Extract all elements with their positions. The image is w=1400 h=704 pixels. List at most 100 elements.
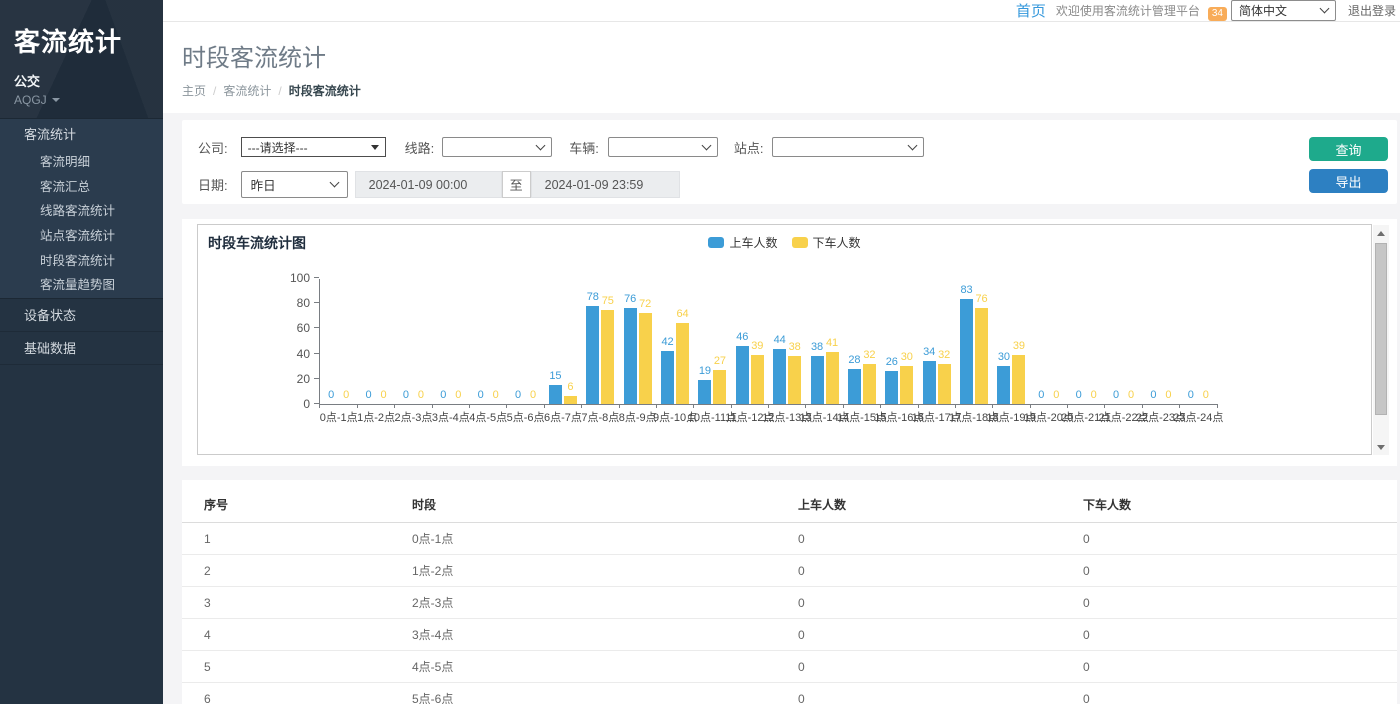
bar-下车人数: 0 [489,279,502,404]
bar-value-label: 41 [825,337,839,350]
bar-下车人数: 30 [900,279,914,404]
caret-down-icon [370,144,379,150]
sidebar-subitem-站点客流统计[interactable]: 站点客流统计 [40,229,116,244]
bar-下车人数: 27 [713,279,727,404]
bar-value-label: 0 [440,389,447,401]
breadcrumb-home[interactable]: 主页 [182,84,207,98]
bar-value-label: 42 [661,336,674,349]
date-preset-select[interactable]: 昨日 [240,171,348,198]
bar-value-label: 0 [492,389,499,401]
scrollbar-thumb[interactable] [1375,243,1387,415]
home-link[interactable]: 首页 [1015,3,1046,20]
sidebar-subitem-客流汇总[interactable]: 客流汇总 [40,179,91,194]
company-value: ---请选择--- [247,140,308,155]
account-dropdown[interactable]: AQGJ [14,93,149,107]
bar-pair: 46 39 [735,279,764,404]
table-row[interactable]: 2 1点-2点 0 0 [182,554,1397,587]
station-select[interactable] [771,137,924,157]
chevron-down-icon [535,140,546,150]
table-cell: 6 [182,682,412,704]
breadcrumb-current: 时段客流统计 [288,84,361,98]
sidebar-item-设备状态[interactable]: 设备状态 [0,299,163,333]
export-button[interactable]: 导出 [1309,169,1388,193]
bar-value-label: 0 [477,389,484,401]
bar-rect [735,346,749,404]
sidebar-subitem-线路客流统计[interactable]: 线路客流统计 [40,204,116,219]
company-select[interactable]: ---请选择--- [240,137,386,157]
bar-pair: 76 72 [623,279,652,404]
logout-link[interactable]: 退出登录 [1347,4,1396,18]
sidebar-subitem-客流明细[interactable]: 客流明细 [40,155,91,169]
bar-上车人数: 46 [735,279,749,404]
bar-value-label: 6 [567,381,574,394]
vehicle-select[interactable] [607,137,718,157]
period-stats-table: 序号 时段 上车人数 下车人数 1 0点-1点 0 0 2 1点-2点 0 0 3 2点-3点 0 0 4 3点… [182,486,1397,704]
bar-value-label: 0 [1150,389,1157,401]
query-button[interactable]: 查询 [1309,137,1388,161]
date-end-input[interactable]: 2024-01-09 23:59 [530,171,680,198]
y-axis-tick [314,302,319,304]
table-row[interactable]: 6 5点-6点 0 0 [182,682,1397,704]
chart-category: 19点-20点 0 0 [1024,279,1074,424]
table-row[interactable]: 3 2点-3点 0 0 [182,586,1397,619]
table-header-序号: 序号 [182,486,412,523]
bar-value-label: 0 [1165,389,1172,401]
breadcrumb-separator: / [213,83,217,98]
table-header-下车人数: 下车人数 [1083,486,1397,523]
sidebar-item-passenger-stats[interactable]: 客流统计 [24,127,77,142]
bar-value-label: 75 [601,294,614,307]
x-axis-tick [506,404,508,408]
x-axis-label: 13点-14点 [799,412,850,424]
legend-item-上车人数[interactable]: 上车人数 [708,234,778,251]
table-header-row: 序号 时段 上车人数 下车人数 [182,486,1397,523]
language-select[interactable]: 简体中文 [1230,0,1336,21]
bar-pair: 30 39 [997,279,1026,404]
chart-legend: 上车人数 下车人数 [198,234,1371,251]
bar-value-label: 0 [515,389,522,401]
chart-category: 22点-23点 0 0 [1136,279,1186,424]
x-axis-tick [954,404,956,408]
bar-下车人数: 39 [1012,279,1026,404]
x-axis-tick [917,404,919,408]
bar-下车人数: 0 [377,279,390,404]
bar-rect [548,385,562,404]
breadcrumb-passenger-stats[interactable]: 客流统计 [223,84,272,98]
line-select[interactable] [442,137,553,157]
bar-上车人数: 26 [885,279,899,404]
table-cell: 0 [798,586,1083,619]
table-row[interactable]: 4 3点-4点 0 0 [182,618,1397,651]
notification-badge[interactable]: 34 [1207,7,1227,21]
bar-上车人数: 0 [362,279,375,404]
scroll-down-arrow-icon[interactable] [1373,439,1389,455]
x-axis-label: 16点-17点 [911,412,962,424]
page-title: 时段客流统计 [182,45,326,72]
scroll-up-arrow-icon[interactable] [1373,225,1389,241]
sidebar-item-基础数据[interactable]: 基础数据 [0,332,163,366]
chart-category: 23点-24点 0 0 [1173,279,1223,424]
table-cell: 1 [182,522,412,555]
bar-pair: 15 6 [548,279,577,404]
bar-下车人数: 0 [1162,279,1175,404]
bar-下车人数: 32 [862,279,876,404]
bar-上车人数: 34 [922,279,936,404]
table-cell: 0点-1点 [412,522,798,555]
legend-item-下车人数[interactable]: 下车人数 [791,234,861,251]
vertical-scrollbar[interactable] [1373,225,1389,455]
bar-pair: 34 32 [922,279,951,404]
table-row[interactable]: 5 4点-5点 0 0 [182,650,1397,683]
date-start-input[interactable]: 2024-01-09 00:00 [354,171,502,198]
x-axis-label: 21点-22点 [1098,412,1149,424]
main-area: 首页 欢迎使用客流统计管理平台 34 简体中文 退出登录 时段客流统计 主页 /… [163,0,1400,704]
sidebar-subitem-时段客流统计[interactable]: 时段客流统计 [40,253,116,268]
table-cell: 5点-6点 [412,682,798,704]
bar-上车人数: 44 [773,279,787,404]
x-axis-tick [1141,404,1143,408]
sidebar-subitem-客流量趋势图[interactable]: 客流量趋势图 [40,278,116,293]
bar-上车人数: 0 [1072,279,1085,404]
x-axis-tick [1104,404,1106,408]
bar-上车人数: 28 [847,279,861,404]
table-row[interactable]: 1 0点-1点 0 0 [182,522,1397,555]
x-axis-label: 12点-13点 [762,412,813,424]
